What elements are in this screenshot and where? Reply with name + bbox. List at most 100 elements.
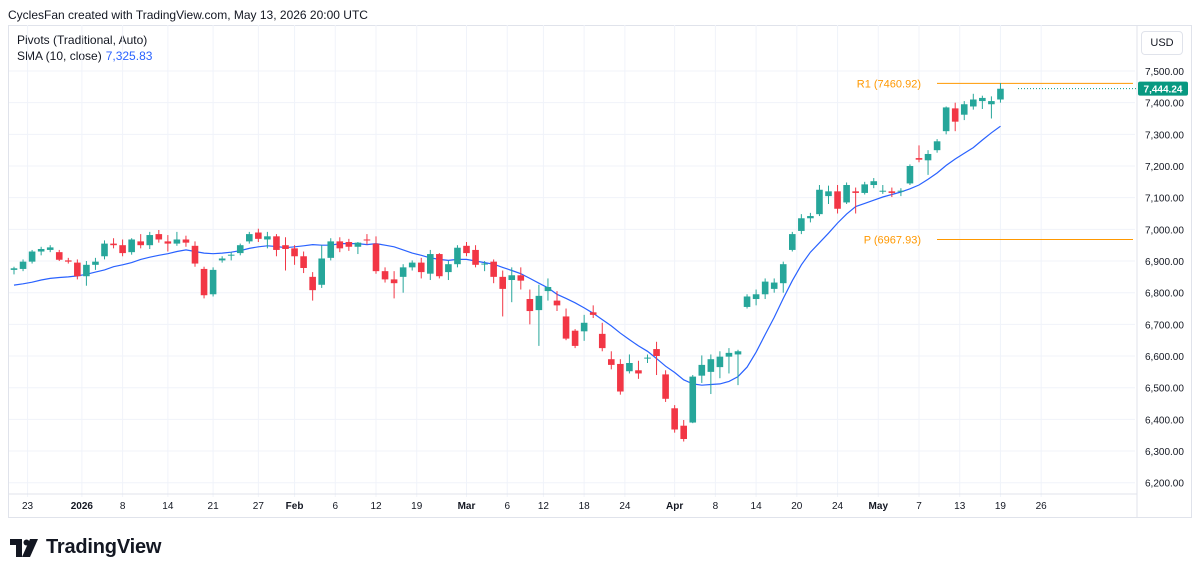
candle-body <box>146 235 154 246</box>
candle <box>454 245 461 268</box>
candle-body <box>182 239 190 243</box>
x-tick-label: 13 <box>954 501 966 512</box>
candle-body <box>807 216 814 219</box>
candle-body <box>997 88 1004 100</box>
candle-body <box>608 359 615 365</box>
y-tick-label: 6,800.00 <box>1145 289 1184 300</box>
candle <box>381 267 389 283</box>
candle <box>924 150 932 175</box>
candle <box>698 355 706 383</box>
candle-body <box>454 247 461 265</box>
candle-body <box>282 245 289 249</box>
candle-body <box>92 261 99 265</box>
candle-body <box>19 261 27 269</box>
candle-body <box>110 243 117 246</box>
x-tick-label: 6 <box>504 501 510 512</box>
candle-body <box>816 189 823 215</box>
tradingview-logo[interactable]: TradingView <box>10 536 161 559</box>
x-tick-label: 14 <box>162 501 174 512</box>
candle <box>363 234 371 245</box>
candle <box>200 266 208 299</box>
candle-body <box>291 248 298 257</box>
candle-body <box>870 181 878 186</box>
candle-body <box>227 254 235 256</box>
candle-body <box>770 282 778 289</box>
candle <box>517 267 525 290</box>
candle <box>65 257 72 264</box>
candle <box>997 83 1004 103</box>
candle-body <box>544 286 552 292</box>
candle <box>942 106 950 135</box>
sma-indicator[interactable]: SMA (10, close) 7,325.83 <box>17 49 152 63</box>
candle-body <box>427 254 434 274</box>
y-tick-label: 7,300.00 <box>1145 130 1184 141</box>
candle <box>372 236 380 274</box>
candle-body <box>173 239 181 244</box>
candle <box>46 245 54 253</box>
candle <box>28 249 36 264</box>
candle <box>580 314 588 341</box>
candle-body <box>535 295 543 311</box>
candle-body <box>101 243 108 257</box>
candle <box>417 257 425 279</box>
x-tick-label: May <box>869 501 889 512</box>
candle <box>37 246 45 256</box>
candle <box>255 228 262 243</box>
chart-frame <box>8 25 1192 518</box>
candle <box>354 242 362 255</box>
y-tick-label: 6,200.00 <box>1145 479 1184 490</box>
candle-body <box>852 191 859 193</box>
candle <box>508 267 516 303</box>
currency-button[interactable]: USD <box>1141 31 1183 55</box>
candle <box>589 305 597 319</box>
candle-body <box>417 262 425 273</box>
candle <box>408 260 416 271</box>
candle <box>951 102 959 132</box>
candle-body <box>37 248 45 252</box>
candle <box>309 272 316 301</box>
candle <box>689 375 697 424</box>
candle-body <box>571 330 579 346</box>
candle <box>399 264 407 293</box>
candle-body <box>65 260 72 262</box>
candle <box>960 101 968 121</box>
candle-body <box>861 184 868 193</box>
candle <box>761 278 769 300</box>
candle-body <box>671 408 678 430</box>
candle-body <box>970 99 977 107</box>
candle-body <box>752 294 760 300</box>
candle-body <box>888 191 896 193</box>
candle-body <box>236 245 244 254</box>
candle <box>119 239 126 257</box>
candle-body <box>743 296 751 307</box>
candle-body <box>508 275 516 281</box>
candle <box>472 245 479 268</box>
y-tick-label: 7,100.00 <box>1145 194 1184 205</box>
y-tick-label: 6,400.00 <box>1145 415 1184 426</box>
candle-body <box>119 245 126 254</box>
candle-body <box>191 245 199 264</box>
candle-body <box>390 279 398 284</box>
candle-body <box>725 352 733 357</box>
x-tick-label: Feb <box>286 501 304 512</box>
candle-body <box>680 425 687 440</box>
candle-body <box>10 268 18 270</box>
candle-body <box>734 351 742 355</box>
candle-body <box>626 362 633 372</box>
candle <box>834 185 841 214</box>
candle-body <box>164 241 172 244</box>
x-tick-label: 26 <box>1036 501 1048 512</box>
candle <box>807 212 814 223</box>
x-tick-label: 2026 <box>71 501 94 512</box>
candle <box>770 278 778 293</box>
candle <box>852 187 859 214</box>
candle <box>970 93 977 110</box>
candle-body <box>445 264 452 273</box>
candle-body <box>300 256 307 268</box>
candle <box>680 420 687 442</box>
candle <box>463 242 470 257</box>
candle-body <box>825 191 832 197</box>
candle-body <box>200 268 208 296</box>
candle-body <box>246 234 253 242</box>
